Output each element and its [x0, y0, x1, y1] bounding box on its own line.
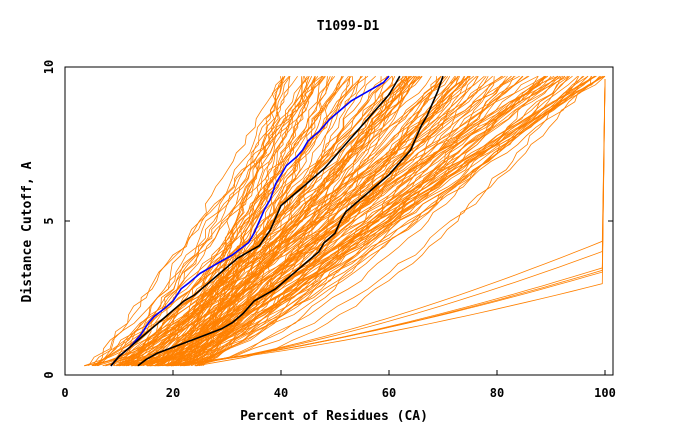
- y-tick-label: 10: [42, 60, 56, 74]
- model-curve: [170, 76, 342, 367]
- model-curve: [198, 75, 477, 367]
- model-curve: [116, 75, 523, 367]
- model-curve: [153, 75, 602, 367]
- model-curve: [179, 76, 592, 367]
- model-curves: [83, 75, 606, 367]
- model-curve: [117, 75, 564, 367]
- model-curve: [93, 75, 310, 367]
- chart-title: T1099-D1: [317, 19, 380, 34]
- model-curve: [110, 75, 324, 367]
- model-curve: [164, 75, 589, 367]
- model-curve: [196, 75, 606, 367]
- model-curve: [147, 75, 589, 367]
- y-axis-ticks: 0 5 10: [42, 60, 613, 379]
- x-axis-label: Percent of Residues (CA): [240, 409, 428, 424]
- y-tick-label: 0: [42, 371, 56, 378]
- model-curve: [149, 75, 389, 367]
- y-tick-label: 5: [42, 217, 56, 224]
- model-curve: [120, 75, 493, 367]
- model-curve: [96, 75, 323, 367]
- model-curve: [135, 75, 349, 366]
- model-curve: [195, 76, 580, 367]
- model-curve: [202, 75, 326, 367]
- model-curve: [135, 75, 421, 367]
- model-curve: [175, 75, 605, 367]
- model-curve: [165, 75, 502, 367]
- x-tick-label: 0: [61, 386, 68, 400]
- model-curve: [113, 75, 323, 366]
- model-curve: [165, 75, 286, 367]
- model-curve: [88, 75, 352, 367]
- model-curve: [176, 75, 596, 367]
- model-curve: [91, 75, 469, 367]
- model-curve: [197, 75, 308, 367]
- model-curve: [160, 76, 388, 367]
- model-curve: [150, 75, 471, 367]
- model-curve: [146, 75, 423, 366]
- series-line-1: [110, 75, 390, 367]
- model-curve: [126, 75, 290, 367]
- model-curve: [149, 79, 606, 367]
- model-curve: [150, 75, 606, 367]
- x-tick-label: 100: [594, 386, 616, 400]
- model-curve: [155, 75, 516, 367]
- model-curve: [135, 75, 530, 367]
- model-curve: [136, 75, 552, 367]
- model-curve: [194, 75, 442, 367]
- model-curve: [139, 75, 596, 367]
- y-axis-label: Distance Cutoff, A: [20, 161, 35, 302]
- model-curve: [171, 75, 475, 367]
- model-curve: [177, 75, 528, 366]
- x-tick-label: 80: [490, 386, 504, 400]
- series-line-3: [137, 75, 444, 367]
- model-curve: [118, 75, 298, 367]
- x-tick-label: 60: [382, 386, 396, 400]
- model-curve: [143, 75, 432, 367]
- x-tick-label: 40: [274, 386, 288, 400]
- x-axis-ticks: 0 20 40 60 80 100: [61, 370, 616, 400]
- model-curve: [196, 75, 561, 367]
- x-tick-label: 20: [166, 386, 180, 400]
- model-curve: [131, 75, 344, 367]
- series-line-2: [110, 75, 401, 367]
- model-curve: [96, 75, 325, 367]
- model-curve: [181, 76, 407, 367]
- highlight-series: [110, 75, 444, 367]
- model-curve: [167, 75, 457, 367]
